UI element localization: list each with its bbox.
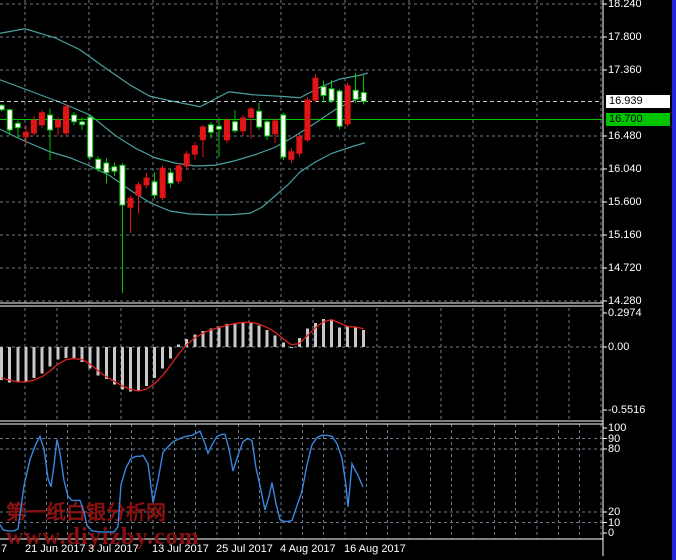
candle-down xyxy=(103,162,110,174)
watermark-site-url: www.diyizby.com xyxy=(6,524,200,550)
candle-down xyxy=(14,122,21,129)
candle-down xyxy=(264,121,271,137)
candle-down xyxy=(119,164,126,206)
candle-down xyxy=(111,166,118,172)
candle-down xyxy=(151,181,158,196)
candle-down xyxy=(0,104,5,111)
candle-down xyxy=(232,121,239,132)
candle-up xyxy=(191,145,198,155)
candle-down xyxy=(336,90,343,127)
candle-up xyxy=(30,119,37,134)
candle-up xyxy=(272,120,279,135)
candle-up xyxy=(55,119,62,128)
candle-up xyxy=(344,85,351,125)
candle-down xyxy=(87,116,94,158)
candle-down xyxy=(215,125,222,130)
bollinger-lower-band xyxy=(0,128,366,216)
candle-up xyxy=(143,177,150,186)
candle-down xyxy=(328,88,335,102)
bollinger-upper-band xyxy=(0,28,369,108)
candle-up xyxy=(38,112,45,126)
candle-down xyxy=(352,89,359,100)
candle-down xyxy=(256,110,263,128)
candle-up xyxy=(159,167,166,198)
oscillator-line xyxy=(0,430,364,533)
candle-down xyxy=(95,158,102,170)
candle-down xyxy=(320,86,327,96)
candle-down xyxy=(280,114,287,158)
candle-down xyxy=(46,114,53,131)
candle-up xyxy=(183,153,190,167)
candle-up xyxy=(175,165,182,182)
candle-up xyxy=(135,184,142,196)
macd-signal-line xyxy=(1,318,364,392)
candle-up xyxy=(312,77,319,101)
candle-down xyxy=(360,92,367,102)
watermark-site-name: 第一纸白银分析网 xyxy=(6,502,166,524)
candle-up xyxy=(63,106,70,134)
candle-down xyxy=(71,114,78,123)
candle-up xyxy=(199,126,206,141)
candle-up xyxy=(127,197,134,208)
candle-up xyxy=(304,99,311,141)
watermark: 第一纸白银分析网 www.diyizby.com xyxy=(6,501,200,549)
candle-up xyxy=(248,108,255,118)
candle-down xyxy=(207,124,214,133)
candle-down xyxy=(167,172,174,184)
candle-up xyxy=(223,119,230,141)
candle-up xyxy=(296,136,303,154)
candle-up xyxy=(288,151,295,160)
candle-up xyxy=(22,131,29,138)
bollinger-middle-band xyxy=(0,79,363,167)
candle-down xyxy=(79,121,86,126)
candle-down xyxy=(6,109,13,131)
window-edge-strip xyxy=(672,0,676,560)
candle-up xyxy=(240,117,247,132)
